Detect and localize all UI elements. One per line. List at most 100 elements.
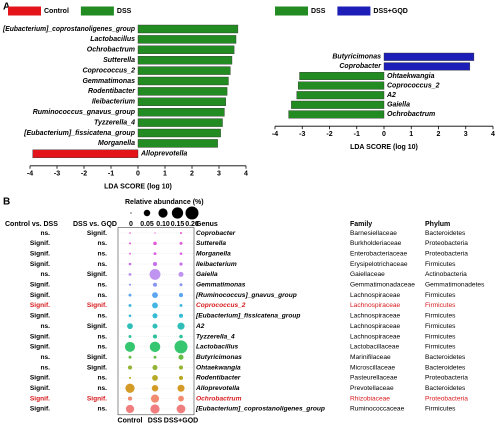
family: Marinifilaceae bbox=[350, 354, 391, 361]
bar bbox=[383, 62, 471, 71]
phylum: Bacteroidetes bbox=[425, 364, 466, 371]
phylum: Firmicutes bbox=[425, 344, 456, 351]
abundance-dot bbox=[176, 404, 186, 414]
phylum: Firmicutes bbox=[425, 313, 456, 320]
comparison-result: ns. bbox=[40, 354, 50, 361]
genus: [Eubacterium]_fissicatena_group bbox=[195, 313, 300, 320]
abundance-dot bbox=[152, 374, 158, 381]
legend-swatch bbox=[8, 6, 41, 16]
abundance-dot bbox=[178, 365, 184, 370]
size-legend-label: 0.05 bbox=[140, 221, 154, 228]
comparison-result: ns. bbox=[97, 385, 107, 392]
comparison-result: ns. bbox=[40, 230, 50, 237]
group-label: DSS+GQD bbox=[164, 418, 198, 423]
comparison-result: ns. bbox=[97, 240, 107, 247]
abundance-dot bbox=[128, 335, 132, 338]
comparison-result: Signif. bbox=[30, 240, 50, 247]
abundance-dot bbox=[150, 394, 160, 403]
abundance-dot bbox=[128, 262, 132, 266]
family: Lachnospiraceae bbox=[350, 313, 401, 320]
abundance-dot bbox=[179, 252, 183, 255]
abundance-dot bbox=[125, 383, 135, 393]
abundance-dot bbox=[125, 404, 135, 414]
x-tick-label: 3 bbox=[464, 131, 468, 138]
group-label: DSS bbox=[148, 418, 163, 423]
abundance-dot bbox=[178, 293, 184, 298]
legend-swatch bbox=[275, 6, 308, 16]
size-legend-dot bbox=[130, 212, 132, 214]
x-tick-label: -1 bbox=[108, 171, 114, 178]
comparison-result: ns. bbox=[97, 344, 107, 351]
abundance-dot bbox=[128, 293, 132, 297]
abundance-dot bbox=[179, 262, 183, 266]
abundance-dot bbox=[151, 385, 159, 392]
abundance-dot bbox=[152, 282, 158, 287]
phylum: Actinobacteria bbox=[425, 271, 467, 278]
comparison-result: Signif. bbox=[30, 406, 50, 413]
size-legend-dot bbox=[185, 206, 199, 220]
bar-label: Ochrobactrum bbox=[87, 47, 135, 54]
phylum: Bacteroidetes bbox=[425, 385, 466, 392]
abundance-dot bbox=[179, 303, 183, 307]
family: Erysipelotrichaceae bbox=[350, 261, 408, 268]
bar-label: Gemmatimonas bbox=[82, 78, 135, 85]
genus: Alloprevotella bbox=[195, 385, 240, 392]
legend-label: DSS bbox=[117, 8, 132, 15]
genus: Gemmatimonas bbox=[196, 282, 246, 289]
abundance-dot bbox=[152, 292, 158, 299]
abundance-dot bbox=[128, 242, 132, 245]
comparison-result: Signif. bbox=[87, 323, 107, 330]
column-header: Control vs. DSS bbox=[5, 221, 58, 228]
abundance-dot bbox=[127, 365, 133, 370]
abundance-dot bbox=[152, 261, 158, 267]
comparison-result: Signif. bbox=[30, 261, 50, 268]
bar bbox=[137, 66, 231, 75]
column-header: DSS vs. GQD bbox=[73, 221, 117, 228]
abundance-dot bbox=[150, 404, 160, 414]
legend-label: Control bbox=[44, 8, 69, 15]
comparison-result: Signif. bbox=[30, 313, 50, 320]
genus: Morganella bbox=[196, 250, 231, 257]
bar bbox=[137, 118, 223, 127]
bar bbox=[137, 128, 221, 138]
bar-label: Butyricimonas bbox=[332, 54, 381, 61]
phylum: Proteobacteria bbox=[425, 375, 468, 382]
abundance-dot bbox=[153, 241, 157, 246]
column-header: Phylum bbox=[425, 221, 450, 228]
legend-swatch bbox=[337, 6, 371, 16]
legend-label: DSS+GQD bbox=[373, 8, 407, 15]
bar-label: Ruminococcus_gnavus_group bbox=[33, 109, 136, 116]
abundance-dot bbox=[153, 355, 157, 359]
abundance-dot bbox=[128, 272, 132, 276]
phylum: Firmicutes bbox=[425, 323, 456, 330]
abundance-dot bbox=[128, 355, 132, 359]
family: Microscillaceae bbox=[350, 364, 395, 371]
abundance-dot bbox=[178, 395, 184, 402]
family: Lactobacillaceae bbox=[350, 344, 399, 351]
comparison-result: ns. bbox=[40, 271, 50, 278]
x-tick-label: -4 bbox=[27, 171, 33, 178]
bar bbox=[137, 87, 228, 96]
family: Pasteurellaceae bbox=[350, 375, 398, 382]
phylum: Gemmatimonadetes bbox=[425, 282, 485, 289]
x-tick-label: -3 bbox=[54, 171, 60, 178]
size-legend-label: 0 bbox=[129, 221, 133, 228]
genus: Ohtaekwangia bbox=[196, 364, 241, 371]
bar-label: Lactobacillus bbox=[90, 36, 135, 43]
abundance-dot bbox=[124, 341, 136, 352]
family: Lachnospiraceae bbox=[350, 292, 401, 299]
comparison-result: Signif. bbox=[30, 395, 50, 402]
genus: Coprobacter bbox=[196, 230, 236, 237]
abundance-dot bbox=[129, 252, 131, 255]
bar-label: Coprobacter bbox=[339, 63, 382, 70]
x-tick-label: -4 bbox=[272, 131, 278, 138]
phylum: Proteobacteria bbox=[425, 240, 468, 247]
comparison-result: ns. bbox=[97, 406, 107, 413]
abundance-dot bbox=[152, 313, 158, 319]
abundance-dot bbox=[152, 302, 158, 309]
comparison-result: Signif. bbox=[30, 250, 50, 257]
abundance-dot bbox=[178, 271, 184, 277]
panel-letter: B bbox=[3, 197, 10, 208]
bar-label: A2 bbox=[386, 92, 396, 99]
